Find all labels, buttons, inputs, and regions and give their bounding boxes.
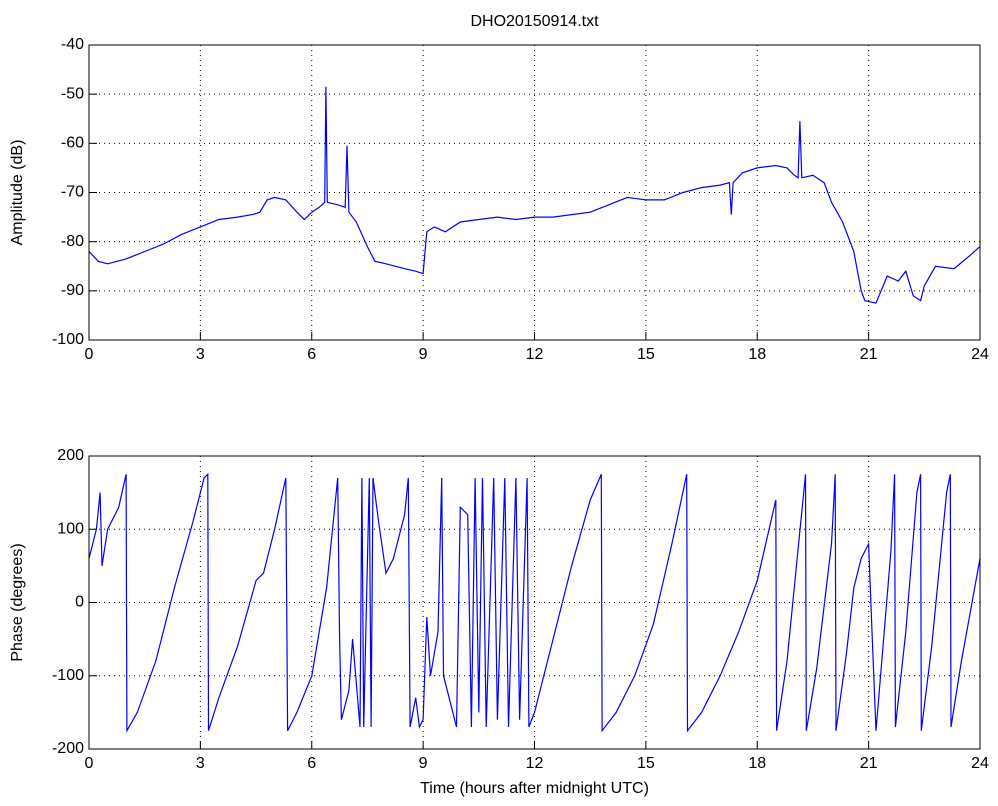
y-tick-label: -50 (61, 85, 84, 102)
data-line (88, 86, 981, 304)
x-tick-label: 15 (637, 755, 655, 772)
y-tick-label: -90 (61, 282, 84, 299)
x-tick-label: 6 (307, 346, 316, 363)
chart-title: DHO20150914.txt (470, 13, 599, 30)
x-tick-label: 15 (637, 346, 655, 363)
x-tick-label: 0 (85, 755, 94, 772)
x-tick-label: 9 (419, 346, 428, 363)
x-tick-label: 18 (748, 346, 766, 363)
x-axis-label: Time (hours after midnight UTC) (420, 780, 649, 797)
y-tick-label: 200 (57, 447, 84, 464)
x-tick-label: 12 (526, 755, 544, 772)
y-tick-label: 0 (75, 594, 84, 611)
x-tick-label: 12 (526, 346, 544, 363)
x-tick-label: 18 (748, 755, 766, 772)
x-tick-label: 21 (860, 346, 878, 363)
y-axis-label: Amplitude (dB) (9, 140, 26, 246)
y-axis-label: Phase (degrees) (9, 543, 26, 661)
y-tick-label: -40 (61, 36, 84, 53)
x-tick-label: 6 (307, 755, 316, 772)
y-tick-label: -60 (61, 135, 84, 152)
axes-box (88, 44, 981, 341)
y-tick-label: -100 (52, 331, 84, 348)
x-tick-label: 9 (419, 755, 428, 772)
y-tick-label: -100 (52, 667, 84, 684)
x-tick-label: 3 (196, 346, 205, 363)
axes-box (88, 455, 981, 750)
x-tick-label: 21 (860, 755, 878, 772)
y-tick-label: -70 (61, 184, 84, 201)
y-tick-label: 100 (57, 520, 84, 537)
y-tick-label: -80 (61, 233, 84, 250)
x-tick-label: 3 (196, 755, 205, 772)
data-line (88, 472, 981, 733)
x-tick-label: 0 (85, 346, 94, 363)
y-tick-label: -200 (52, 740, 84, 757)
x-tick-label: 24 (971, 346, 989, 363)
x-tick-label: 24 (971, 755, 989, 772)
